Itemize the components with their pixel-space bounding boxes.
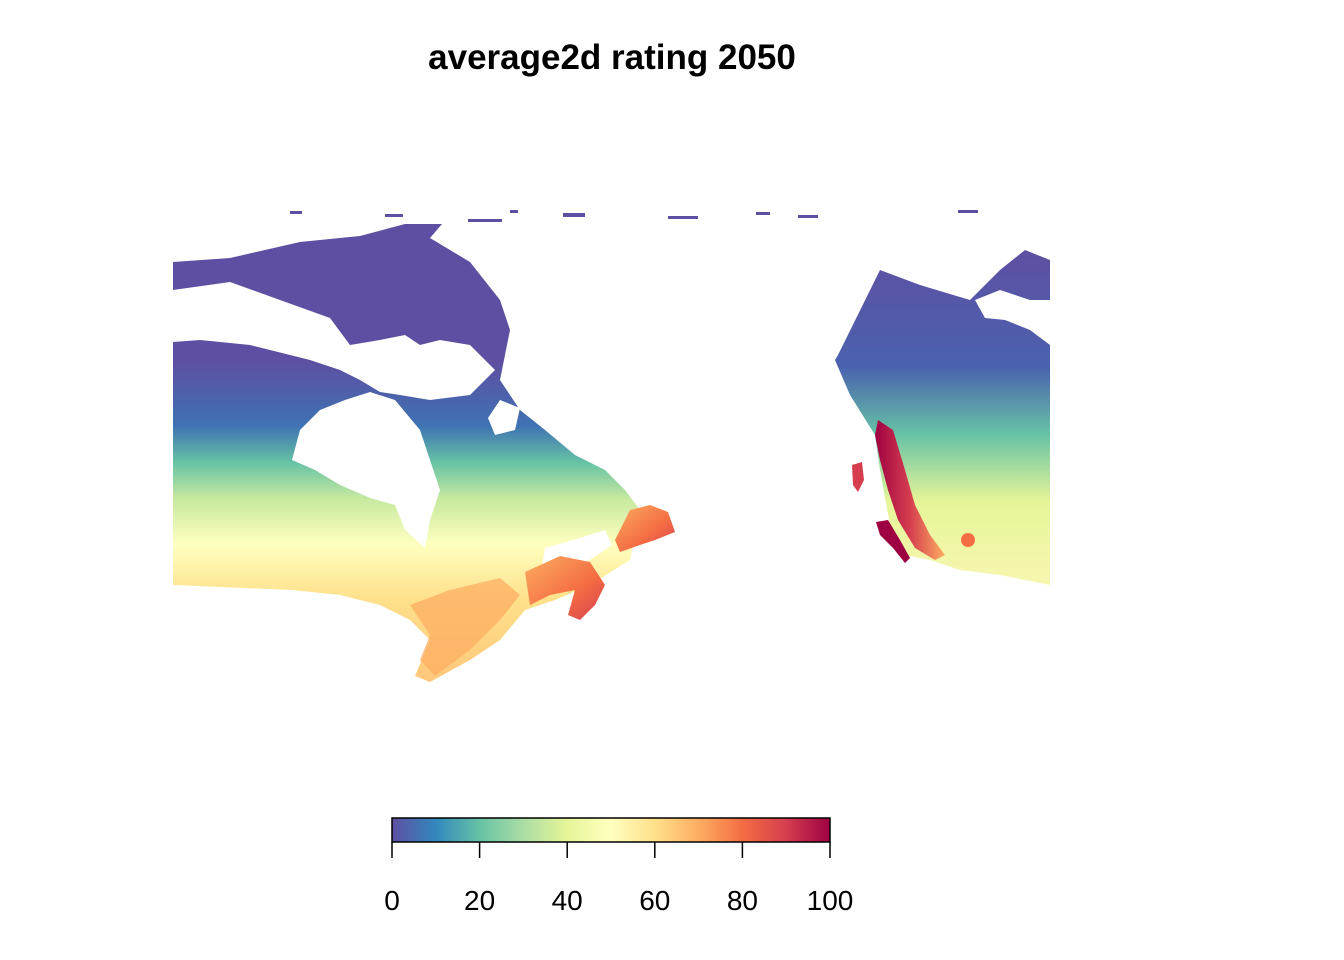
vancouver-island	[876, 520, 910, 563]
legend-tick-label-5: 100	[807, 885, 854, 916]
map-title: average2d rating 2050	[428, 38, 796, 77]
legend-tick-label-2: 40	[552, 885, 583, 916]
legend-tick-label-3: 60	[639, 885, 670, 916]
legend: 0 20 40 60 80 100	[384, 817, 853, 916]
legend-ticks: 0 20 40 60 80 100	[384, 842, 853, 916]
southern-ontario-warm	[410, 578, 520, 676]
interior-hotspot	[961, 533, 975, 547]
newfoundland	[615, 505, 675, 552]
pacific-coast-warm	[875, 420, 945, 560]
arctic-channel	[173, 282, 495, 400]
maritimes	[525, 556, 605, 620]
hudson-bay	[292, 392, 440, 548]
west-arctic-gap	[975, 290, 1050, 345]
legend-tick-label-4: 80	[727, 885, 758, 916]
legend-colorbar	[391, 817, 831, 843]
western-landmass	[835, 250, 1050, 585]
haida-gwaii	[852, 462, 864, 492]
arctic-islands	[290, 210, 978, 222]
legend-tick-label-0: 0	[384, 885, 400, 916]
western-white-gap	[488, 400, 520, 435]
legend-tick-label-1: 20	[464, 885, 495, 916]
